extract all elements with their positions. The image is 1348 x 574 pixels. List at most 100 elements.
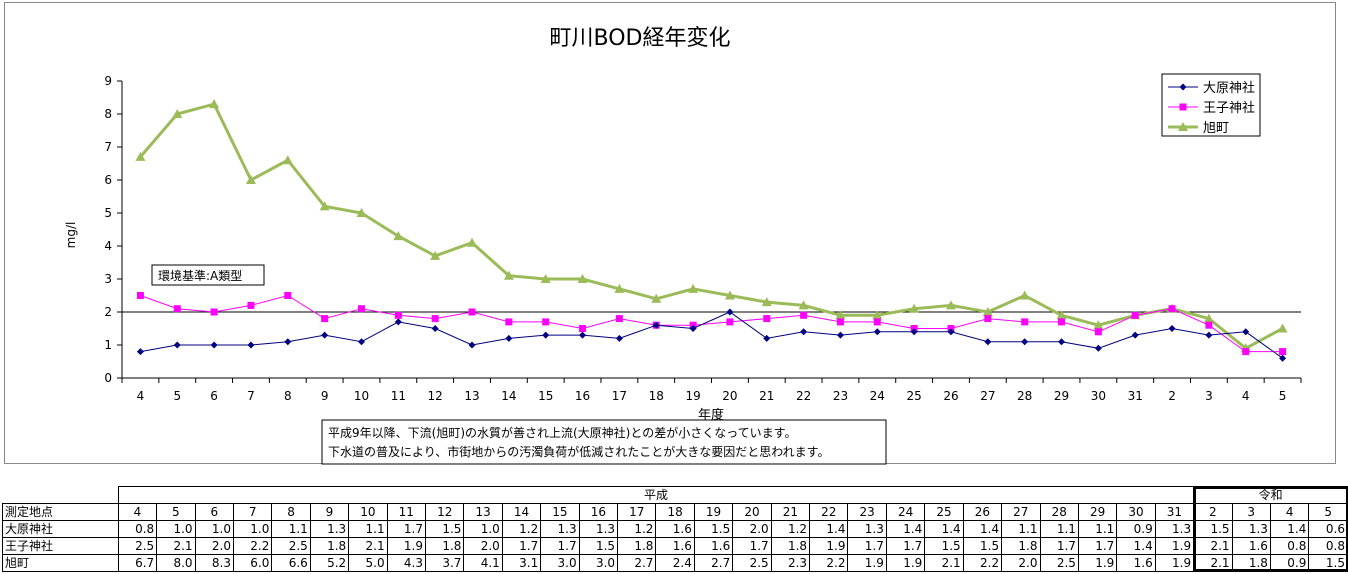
x-tick-label: 14 — [501, 389, 516, 403]
data-point — [540, 274, 551, 283]
x-tick-label: 15 — [538, 389, 553, 403]
x-tick-label: 17 — [612, 389, 627, 403]
year-header-cell: 20 — [732, 503, 772, 521]
x-tick-label: 23 — [833, 389, 848, 403]
table-cell: 4.1 — [463, 554, 503, 572]
table-cell: 2.4 — [655, 554, 695, 572]
annotation-line-2: 下水道の普及により、市街地からの汚濁負荷が低減されたことが大きな要因だと思われま… — [328, 444, 829, 459]
table-cell: 1.6 — [693, 537, 734, 555]
data-point — [173, 305, 181, 313]
data-point — [945, 300, 956, 310]
x-tick-label: 24 — [870, 389, 885, 403]
data-point — [1242, 328, 1250, 336]
data-point — [172, 109, 183, 118]
table-cell: 1.7 — [540, 537, 580, 555]
table-cell: 2.5 — [271, 537, 311, 555]
data-point — [247, 301, 255, 309]
standard-label: 環境基準:A類型 — [158, 268, 242, 283]
data-point — [1205, 331, 1213, 339]
data-point — [321, 331, 329, 339]
data-point — [1058, 338, 1066, 346]
table-cell: 2.1 — [1193, 537, 1233, 555]
year-header-cell: 14 — [501, 503, 542, 521]
x-tick-label: 12 — [428, 389, 443, 403]
table-cell: 1.8 — [770, 537, 811, 555]
data-point — [1021, 318, 1029, 326]
data-point — [1203, 313, 1214, 323]
table-cell: 1.3 — [1154, 520, 1195, 538]
x-tick-label: 31 — [1128, 389, 1143, 403]
table-cell: 1.6 — [655, 520, 695, 538]
table-cell: 2.2 — [962, 554, 1003, 572]
series-line — [139, 102, 1284, 351]
table-cell: 2.7 — [693, 554, 734, 572]
table-cell: 1.3 — [1231, 520, 1271, 538]
data-point — [726, 308, 734, 316]
year-header-cell: 17 — [617, 503, 657, 521]
data-point — [910, 328, 918, 336]
data-point — [947, 328, 955, 336]
annotation-line-1: 平成9年以降、下流(旭町)の水質が善され上流(大原神社)との差が小さくなっていま… — [328, 425, 796, 440]
x-axis-label: 年度 — [698, 407, 724, 423]
year-header-cell: 5 — [1308, 503, 1348, 521]
year-header-cell: 7 — [232, 503, 273, 521]
data-point — [984, 338, 992, 346]
table-cell: 0.9 — [1116, 520, 1156, 538]
table-cell: 3.0 — [578, 554, 619, 572]
table-row-label: 旭町 — [2, 554, 119, 572]
table-cell: 3.0 — [540, 554, 580, 572]
data-point — [135, 151, 146, 161]
data-point — [1131, 331, 1139, 339]
series-line — [140, 294, 1283, 353]
data-point — [247, 341, 255, 349]
x-tick-label: 26 — [943, 389, 958, 403]
series-oji-jinja — [136, 292, 1287, 356]
data-point — [467, 237, 478, 247]
x-tick-label: 25 — [907, 389, 922, 403]
data-point — [724, 290, 735, 300]
table-row: 大原神社 0.8 1.0 1.0 1.0 1.1 1.3 1.1 1.7 1.5 1.0 1.2 1.3… — [2, 520, 1348, 538]
table-cell: 1.8 — [1001, 537, 1041, 555]
table-cell: 1.3 — [578, 520, 619, 538]
year-header-cell: 4 — [117, 503, 158, 521]
year-header-cell: 18 — [655, 503, 695, 521]
table-cell: 0.8 — [1269, 537, 1310, 555]
table-cell: 0.9 — [1269, 554, 1310, 572]
table-row-label: 王子神社 — [2, 537, 119, 555]
year-header-cell: 12 — [425, 503, 465, 521]
x-tick-label: 19 — [685, 389, 700, 403]
y-tick-label: 9 — [104, 74, 112, 88]
data-point — [798, 300, 809, 310]
year-header-cell: 15 — [540, 503, 580, 521]
table-cell: 2.1 — [156, 537, 196, 555]
data-point — [431, 315, 439, 323]
data-point — [393, 231, 404, 241]
table-cell: 3.7 — [425, 554, 465, 572]
year-header-cell: 13 — [463, 503, 503, 521]
data-point — [800, 328, 808, 336]
data-point — [282, 155, 293, 165]
data-point — [615, 334, 623, 342]
table-cell: 1.4 — [924, 520, 964, 538]
table-cell: 1.5 — [962, 537, 1003, 555]
table-cell: 1.8 — [617, 537, 657, 555]
data-point — [982, 307, 993, 316]
data-point — [909, 303, 920, 313]
table-cell: 1.0 — [156, 520, 196, 538]
data-point — [357, 338, 365, 346]
table-cell: 1.9 — [847, 554, 887, 572]
x-tick-label: 6 — [210, 389, 218, 403]
table-cell: 1.5 — [578, 537, 619, 555]
x-tick-label: 3 — [1205, 389, 1213, 403]
year-header-cell: 5 — [156, 503, 196, 521]
x-tick-label: 11 — [391, 389, 406, 403]
series-line — [140, 311, 1283, 359]
table-cell: 2.5 — [1039, 554, 1079, 572]
table-row-label: 大原神社 — [2, 520, 119, 538]
table-cell: 3.1 — [501, 554, 542, 572]
era-header-cell: 令和 — [1193, 486, 1348, 504]
year-header-cell: 8 — [271, 503, 311, 521]
legend-label: 大原神社 — [1203, 80, 1255, 96]
table-cell: 6.7 — [117, 554, 158, 572]
